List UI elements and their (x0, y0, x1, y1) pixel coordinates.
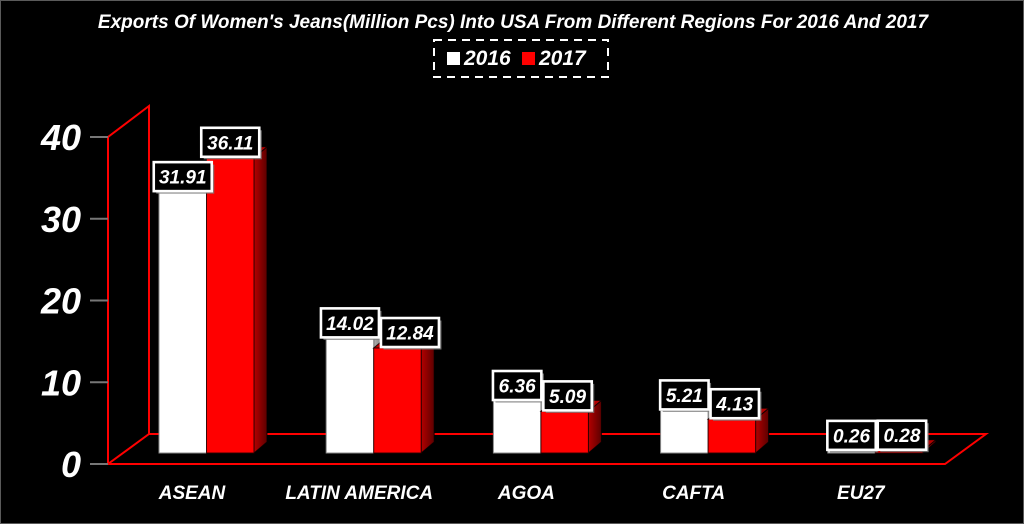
y-tick-label-40: 40 (40, 117, 81, 158)
value-label-text: 12.84 (386, 324, 434, 345)
legend-label-2017: 2017 (538, 47, 587, 70)
value-label-2017-ASEAN: 36.11 (199, 126, 262, 160)
category-label-EU27: EU27 (837, 483, 886, 504)
value-label-box (876, 419, 928, 452)
floor-plane (104, 433, 990, 465)
bar-2017-ASEAN (206, 157, 255, 454)
bar-side-2017-ASEAN (253, 145, 268, 455)
y-tick-label-20: 20 (40, 281, 81, 322)
legend: 2016 2017 (433, 39, 609, 78)
value-label-box (542, 380, 594, 412)
bar-2016-CAFTA (660, 409, 709, 454)
value-label-box (379, 316, 441, 349)
bar-group-CAFTA: 5.21 4.13 (658, 379, 770, 455)
y-tick-label-0: 0 (61, 444, 81, 485)
bar-group-AGOA: 6.36 5.09 (491, 369, 603, 455)
legend-label-2016: 2016 (463, 47, 511, 70)
value-label-2017-CAFTA: 4.13 (709, 387, 762, 421)
y-tick-label-10: 10 (41, 362, 81, 403)
bar-group-LATIN AMERICA: 14.02 12.84 (319, 307, 442, 455)
bar-2017-LATIN AMERICA (373, 347, 422, 454)
value-label-2016-LATIN AMERICA: 14.02 (319, 307, 382, 340)
category-label-AGOA: AGOA (497, 483, 555, 504)
value-label-box (658, 379, 710, 411)
legend-swatch-2016 (447, 52, 460, 65)
bar-2016-ASEAN (158, 191, 207, 454)
value-label-text: 0.26 (833, 426, 870, 447)
bar-side-2017-LATIN AMERICA (420, 335, 435, 455)
category-label-ASEAN: ASEAN (158, 483, 227, 504)
value-label-text: 5.21 (666, 386, 703, 407)
value-label-text: 0.28 (883, 426, 920, 447)
value-label-box (709, 387, 761, 420)
value-label-2016-ASEAN: 31.91 (152, 160, 215, 194)
bar-2016-LATIN AMERICA (325, 337, 375, 454)
value-label-box (152, 160, 214, 193)
value-label-box (826, 419, 878, 452)
value-label-2016-AGOA: 6.36 (491, 369, 544, 403)
bar-2017-CAFTA (707, 418, 757, 454)
value-label-text: 14.02 (326, 314, 374, 335)
value-label-text: 6.36 (499, 377, 536, 398)
legend-box (433, 39, 609, 78)
value-label-text: 31.91 (159, 168, 207, 189)
value-label-text: 5.09 (549, 387, 586, 408)
value-label-2016-EU27: 0.26 (826, 419, 879, 453)
chart-title: Exports Of Women's Jeans(Million Pcs) In… (98, 12, 930, 33)
category-label-LATIN AMERICA: LATIN AMERICA (285, 483, 433, 504)
bar-2017-AGOA (540, 410, 589, 454)
legend-swatch-2017 (522, 52, 535, 65)
category-label-CAFTA: CAFTA (662, 483, 725, 504)
bar-2016-AGOA (492, 400, 542, 454)
value-label-2016-CAFTA: 5.21 (658, 379, 712, 412)
value-label-box (199, 126, 261, 159)
value-label-2017-LATIN AMERICA: 12.84 (379, 316, 442, 350)
bar-group-EU27: 0.26 0.28 (826, 419, 938, 455)
value-label-box (319, 307, 381, 339)
value-label-2017-EU27: 0.28 (876, 419, 929, 453)
y-tick-label-30: 30 (41, 199, 81, 240)
y-axis: 0 10 20 30 40 (40, 117, 108, 485)
value-label-box (491, 369, 543, 402)
value-label-text: 36.11 (207, 133, 253, 154)
value-label-2017-AGOA: 5.09 (542, 380, 595, 413)
value-label-text: 4.13 (715, 395, 753, 416)
